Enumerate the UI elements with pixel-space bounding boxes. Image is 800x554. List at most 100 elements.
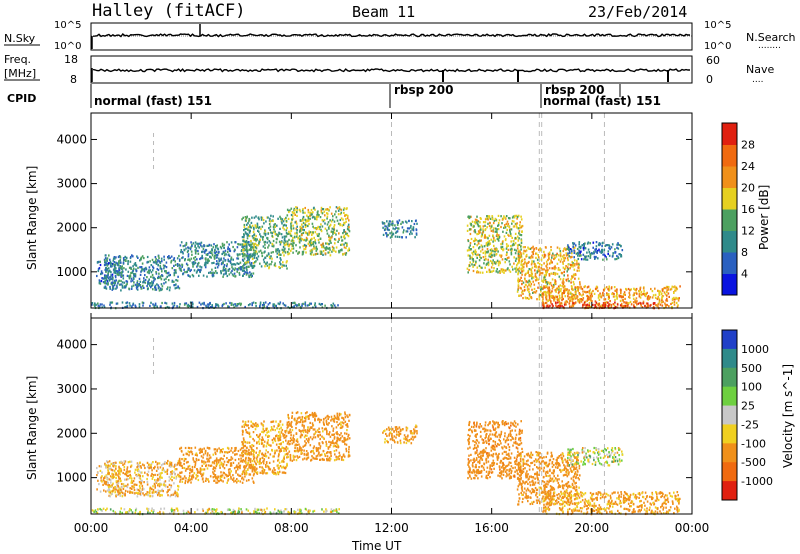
echo-cell bbox=[115, 473, 117, 476]
echo-cell bbox=[466, 249, 469, 252]
echo-cell bbox=[196, 471, 199, 474]
echo-cell bbox=[676, 305, 679, 308]
echo-cell bbox=[540, 287, 543, 290]
echo-cell bbox=[107, 464, 110, 467]
echo-cell bbox=[281, 218, 284, 221]
echo-cell bbox=[236, 304, 239, 307]
echo-cell bbox=[113, 261, 116, 264]
freq-unit-label: [MHz] bbox=[4, 67, 36, 80]
echo-cell bbox=[543, 274, 546, 277]
echo-cell bbox=[114, 271, 117, 274]
echo-cell bbox=[241, 249, 243, 252]
echo-cell bbox=[255, 250, 258, 253]
echo-cell bbox=[251, 242, 254, 245]
echo-cell bbox=[143, 270, 146, 273]
echo-cell bbox=[155, 262, 158, 265]
echo-cell bbox=[100, 465, 102, 468]
echo-cell bbox=[206, 446, 209, 449]
echo-cell bbox=[173, 274, 176, 277]
echo-cell bbox=[153, 279, 155, 282]
echo-cell bbox=[266, 264, 269, 267]
echo-cell bbox=[595, 306, 598, 309]
echo-cell bbox=[654, 296, 657, 299]
echo-cell bbox=[226, 460, 229, 463]
echo-cell bbox=[269, 257, 271, 260]
echo-cell bbox=[228, 459, 231, 462]
echo-cell bbox=[598, 244, 601, 247]
echo-cell bbox=[487, 242, 490, 245]
echo-cell bbox=[283, 228, 286, 231]
echo-cell bbox=[623, 301, 625, 304]
echo-cell bbox=[211, 254, 214, 257]
echo-cell bbox=[136, 495, 139, 498]
echo-cell bbox=[248, 473, 251, 476]
echo-cell bbox=[109, 276, 111, 279]
echo-cell bbox=[269, 302, 271, 305]
echo-cell bbox=[646, 302, 649, 305]
echo-cell bbox=[210, 271, 212, 274]
echo-cell bbox=[238, 458, 240, 461]
echo-cell bbox=[598, 294, 600, 297]
echo-cell bbox=[559, 278, 562, 281]
echo-cell bbox=[573, 251, 576, 254]
echo-cell bbox=[493, 244, 495, 247]
echo-cell bbox=[125, 256, 128, 259]
echo-cell bbox=[570, 285, 573, 288]
echo-cell bbox=[201, 450, 203, 453]
echo-cell bbox=[251, 245, 253, 249]
echo-cell bbox=[255, 260, 257, 263]
echo-cell bbox=[537, 254, 539, 257]
echo-cell bbox=[202, 480, 205, 483]
echo-cell bbox=[203, 301, 205, 304]
echo-cell bbox=[307, 242, 310, 245]
echo-cell bbox=[264, 265, 266, 268]
echo-cell bbox=[346, 233, 349, 237]
echo-cell bbox=[661, 300, 663, 303]
echo-cell bbox=[619, 299, 622, 302]
echo-cell bbox=[301, 250, 304, 254]
echo-cell bbox=[342, 208, 345, 211]
echo-cell bbox=[317, 215, 319, 218]
echo-cell bbox=[405, 230, 408, 233]
echo-cell bbox=[258, 434, 261, 437]
echo-cell bbox=[221, 252, 223, 256]
echo-cell bbox=[494, 239, 496, 242]
echo-cell bbox=[282, 434, 285, 437]
echo-cell bbox=[201, 254, 203, 257]
echo-cell bbox=[292, 224, 294, 227]
echo-cell bbox=[234, 241, 237, 244]
echo-cell bbox=[278, 249, 281, 252]
echo-cell bbox=[283, 455, 285, 458]
echo-cell bbox=[154, 465, 156, 468]
echo-cell bbox=[177, 460, 180, 463]
echo-cell bbox=[239, 467, 241, 470]
echo-cell bbox=[178, 267, 181, 270]
echo-cell bbox=[190, 481, 192, 484]
echo-cell bbox=[136, 281, 138, 285]
echo-cell bbox=[234, 275, 237, 278]
echo-cell bbox=[250, 272, 253, 275]
echo-cell bbox=[592, 246, 594, 249]
echo-cell bbox=[230, 302, 233, 305]
echo-cell bbox=[390, 231, 393, 234]
echo-cell bbox=[607, 252, 609, 256]
echo-cell bbox=[411, 228, 413, 231]
echo-cell bbox=[189, 469, 191, 472]
echo-cell bbox=[227, 474, 229, 477]
echo-cell bbox=[202, 472, 205, 475]
echo-cell bbox=[152, 267, 155, 270]
echo-cell bbox=[207, 464, 210, 467]
echo-cell bbox=[324, 247, 326, 250]
echo-cell bbox=[106, 267, 109, 271]
echo-cell bbox=[213, 479, 216, 482]
echo-cell bbox=[520, 268, 522, 271]
echo-cell bbox=[494, 250, 496, 253]
echo-cell bbox=[105, 465, 107, 469]
echo-cell bbox=[625, 287, 627, 291]
echo-cell bbox=[215, 457, 218, 460]
echo-cell bbox=[226, 274, 229, 278]
echo-cell bbox=[242, 478, 245, 481]
echo-cell bbox=[134, 262, 137, 265]
echo-cell bbox=[652, 294, 655, 297]
echo-cell bbox=[134, 283, 137, 286]
